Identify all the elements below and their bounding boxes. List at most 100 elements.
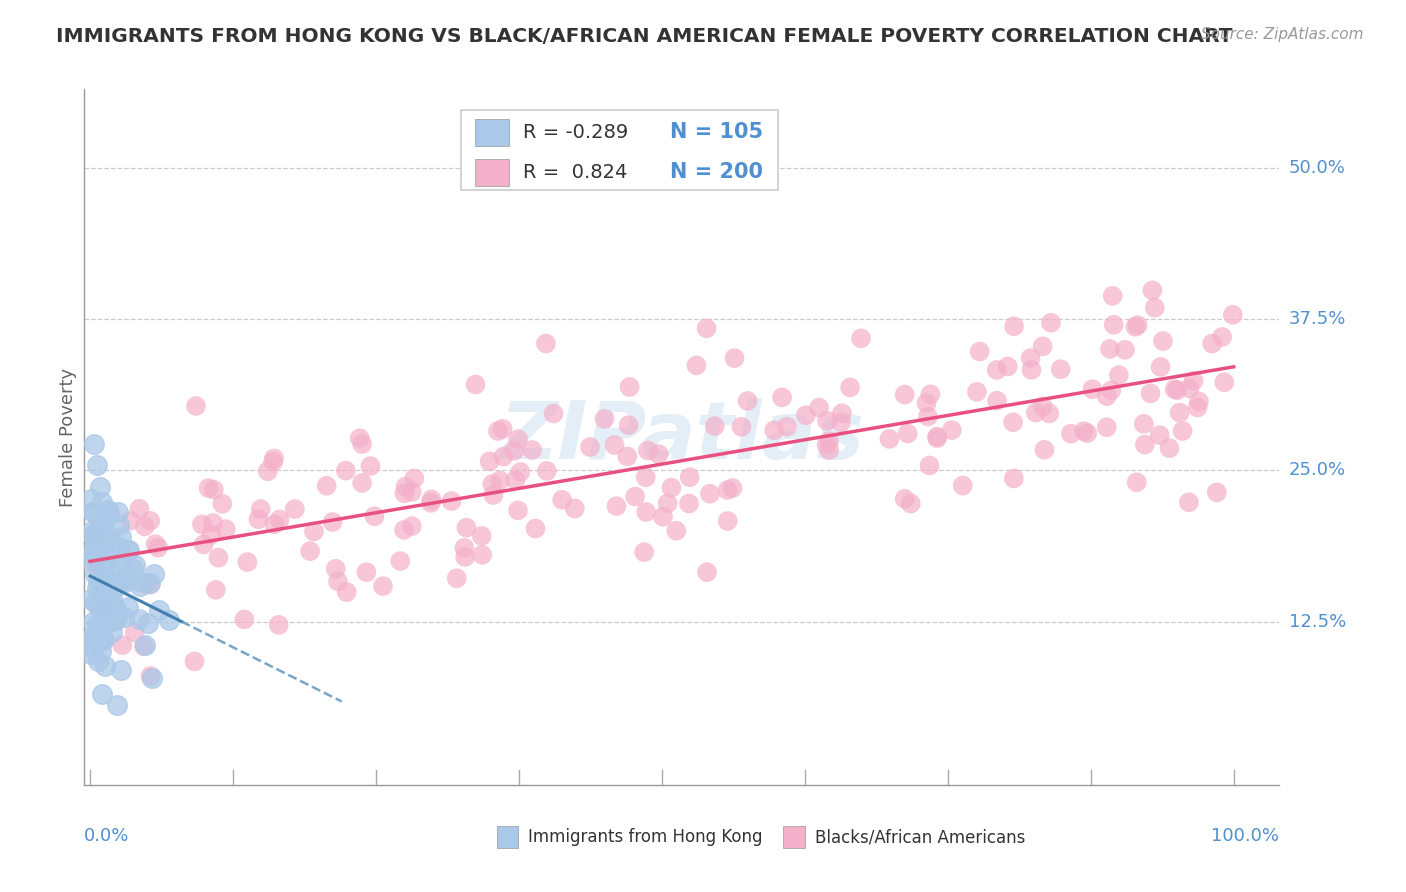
Point bbox=[94, 659, 117, 673]
Point bbox=[446, 571, 468, 585]
Point bbox=[619, 380, 641, 394]
Text: ZIPatlas: ZIPatlas bbox=[499, 398, 865, 476]
Point bbox=[107, 505, 129, 519]
Point bbox=[86, 575, 108, 590]
Point bbox=[1126, 318, 1149, 333]
Point bbox=[91, 599, 114, 613]
Point bbox=[103, 598, 125, 612]
Point bbox=[818, 443, 841, 458]
Point bbox=[110, 663, 132, 677]
Point bbox=[617, 418, 640, 433]
Point bbox=[80, 647, 103, 661]
Point bbox=[91, 559, 114, 574]
Point bbox=[134, 519, 156, 533]
Text: IMMIGRANTS FROM HONG KONG VS BLACK/AFRICAN AMERICAN FEMALE POVERTY CORRELATION C: IMMIGRANTS FROM HONG KONG VS BLACK/AFRIC… bbox=[56, 27, 1233, 45]
Point bbox=[1171, 424, 1194, 438]
Point bbox=[89, 624, 111, 638]
Point bbox=[897, 426, 920, 441]
Point bbox=[986, 363, 1008, 377]
Point bbox=[456, 520, 478, 534]
Point bbox=[1178, 495, 1201, 509]
Point bbox=[104, 613, 127, 627]
Point bbox=[233, 612, 256, 626]
Point bbox=[107, 607, 129, 622]
Point bbox=[100, 598, 122, 612]
Text: 12.5%: 12.5% bbox=[1289, 613, 1347, 631]
Point bbox=[90, 643, 112, 657]
Point bbox=[207, 550, 229, 565]
Point bbox=[104, 599, 127, 614]
Point bbox=[89, 631, 111, 645]
Point bbox=[80, 528, 103, 542]
Point bbox=[262, 455, 284, 469]
Point bbox=[818, 434, 841, 449]
Point bbox=[506, 503, 529, 517]
Point bbox=[1211, 330, 1233, 344]
Point bbox=[1060, 426, 1083, 441]
Point bbox=[135, 577, 157, 591]
Point bbox=[91, 547, 114, 561]
Point bbox=[86, 458, 108, 472]
Point bbox=[1201, 336, 1223, 351]
Point bbox=[1032, 339, 1054, 353]
Point bbox=[200, 527, 222, 541]
Point bbox=[486, 424, 509, 438]
Point bbox=[624, 490, 647, 504]
Text: 100.0%: 100.0% bbox=[1212, 827, 1279, 845]
Point bbox=[143, 566, 166, 581]
Point bbox=[927, 431, 949, 445]
Point bbox=[634, 470, 657, 484]
Point bbox=[879, 432, 901, 446]
Point bbox=[89, 618, 111, 632]
Point bbox=[105, 698, 128, 713]
Point bbox=[717, 514, 740, 528]
Point bbox=[91, 583, 114, 598]
Point bbox=[299, 544, 322, 558]
Point bbox=[112, 609, 135, 624]
Point bbox=[1021, 363, 1043, 377]
Point bbox=[1188, 394, 1211, 409]
Point bbox=[101, 538, 124, 552]
Point bbox=[1076, 426, 1098, 441]
Y-axis label: Female Poverty: Female Poverty bbox=[59, 368, 77, 507]
Point bbox=[335, 464, 357, 478]
Point bbox=[1143, 301, 1166, 315]
Point bbox=[80, 592, 103, 607]
Point bbox=[918, 458, 941, 473]
Point bbox=[1182, 374, 1205, 388]
Point bbox=[249, 502, 271, 516]
Point bbox=[488, 474, 510, 488]
Point bbox=[997, 359, 1019, 374]
Point bbox=[302, 524, 325, 539]
Point bbox=[564, 501, 586, 516]
Point bbox=[267, 618, 290, 632]
Point bbox=[103, 614, 125, 628]
Point bbox=[83, 596, 105, 610]
FancyBboxPatch shape bbox=[461, 110, 778, 190]
Point bbox=[141, 671, 163, 685]
Point bbox=[124, 625, 146, 640]
Point bbox=[117, 599, 139, 614]
Point bbox=[183, 655, 205, 669]
Point bbox=[120, 514, 142, 528]
Point bbox=[696, 321, 718, 335]
Point bbox=[124, 558, 146, 572]
Point bbox=[84, 527, 107, 541]
Point bbox=[440, 494, 463, 508]
Point bbox=[1168, 406, 1191, 420]
Point bbox=[1108, 368, 1130, 383]
Point bbox=[1125, 475, 1147, 490]
Point bbox=[94, 565, 117, 579]
Point bbox=[80, 549, 103, 563]
Point bbox=[478, 454, 501, 468]
Point bbox=[966, 384, 988, 399]
Point bbox=[401, 484, 423, 499]
Point bbox=[420, 492, 443, 507]
Point bbox=[1049, 362, 1071, 376]
Point bbox=[661, 481, 683, 495]
Point bbox=[87, 524, 110, 538]
Point bbox=[82, 523, 104, 537]
Point bbox=[90, 634, 112, 648]
Point bbox=[1073, 424, 1095, 438]
Point bbox=[1032, 400, 1054, 414]
